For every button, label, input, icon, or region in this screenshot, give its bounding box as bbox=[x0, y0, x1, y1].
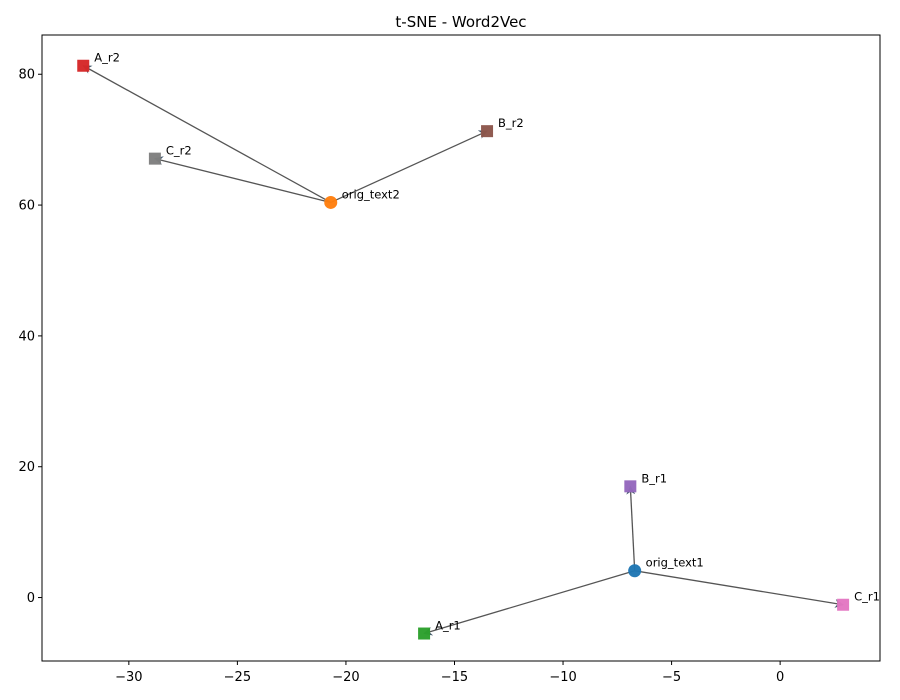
chart-title: t-SNE - Word2Vec bbox=[395, 13, 526, 31]
y-tick-label: 20 bbox=[18, 460, 35, 475]
arrow-orig_text2-to-B_r2 bbox=[330, 130, 488, 204]
x-tick-label: −10 bbox=[549, 670, 576, 685]
plot-area-frame bbox=[41, 34, 881, 662]
x-tick-label: −15 bbox=[441, 670, 468, 685]
point-A_r2 bbox=[77, 59, 90, 72]
arrow-orig_text1-to-A_r1 bbox=[423, 570, 635, 636]
y-axis: 0 20 40 60 80 bbox=[18, 68, 42, 606]
point-C_r1 bbox=[837, 598, 850, 611]
arrow-orig_text2-to-A_r2 bbox=[82, 65, 332, 204]
y-tick-label: 40 bbox=[18, 329, 35, 344]
point-label-C_r1: C_r1 bbox=[854, 590, 880, 604]
arrows-layer bbox=[82, 65, 844, 636]
point-label-A_r2: A_r2 bbox=[94, 51, 120, 65]
x-tick-label: −30 bbox=[115, 670, 142, 685]
point-A_r1 bbox=[418, 627, 431, 640]
x-axis: −30 −25 −20 −15 −10 −5 0 bbox=[115, 661, 784, 685]
arrow-orig_text1-to-C_r1 bbox=[634, 570, 844, 608]
y-tick-label: 80 bbox=[18, 68, 35, 83]
x-tick-label: 0 bbox=[776, 670, 784, 685]
point-label-orig_text2: orig_text2 bbox=[342, 187, 400, 201]
arrow-orig_text1-to-B_r1 bbox=[626, 485, 636, 571]
x-tick-label: −25 bbox=[224, 670, 251, 685]
points-layer bbox=[77, 59, 850, 640]
point-orig_text2 bbox=[324, 195, 338, 209]
point-orig_text1 bbox=[628, 564, 642, 578]
point-C_r2 bbox=[148, 152, 161, 165]
point-label-B_r2: B_r2 bbox=[498, 116, 524, 130]
x-tick-label: −5 bbox=[662, 670, 681, 685]
point-label-orig_text1: orig_text1 bbox=[646, 556, 704, 570]
x-tick-label: −20 bbox=[332, 670, 359, 685]
point-labels-layer: orig_text1 orig_text2 A_r1 A_r2 B_r1 B_r2 C_r1… bbox=[94, 51, 880, 633]
arrow-orig_text2-to-C_r2 bbox=[154, 156, 331, 204]
point-label-C_r2: C_r2 bbox=[166, 144, 192, 158]
point-B_r2 bbox=[481, 125, 494, 138]
y-tick-label: 60 bbox=[18, 199, 35, 214]
point-label-B_r1: B_r1 bbox=[641, 471, 667, 485]
point-label-A_r1: A_r1 bbox=[435, 619, 461, 633]
y-tick-label: 0 bbox=[27, 591, 35, 606]
point-B_r1 bbox=[624, 480, 637, 493]
